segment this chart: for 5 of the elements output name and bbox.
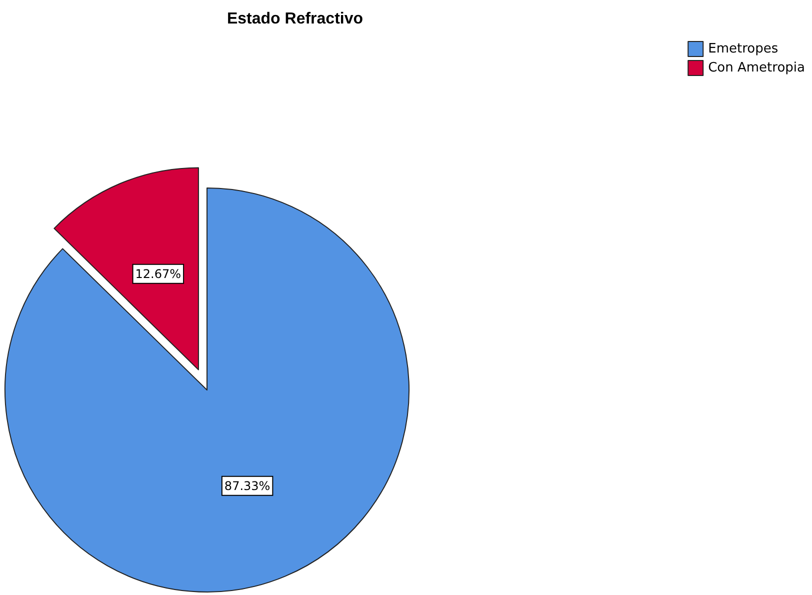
data-label: 12.67% xyxy=(135,266,182,281)
data-label: 87.33% xyxy=(224,478,270,493)
chart-title: Estado Refractivo xyxy=(226,10,364,28)
legend-label: Con Ametropia xyxy=(708,60,806,76)
legend-label: Emetropes xyxy=(708,42,778,56)
